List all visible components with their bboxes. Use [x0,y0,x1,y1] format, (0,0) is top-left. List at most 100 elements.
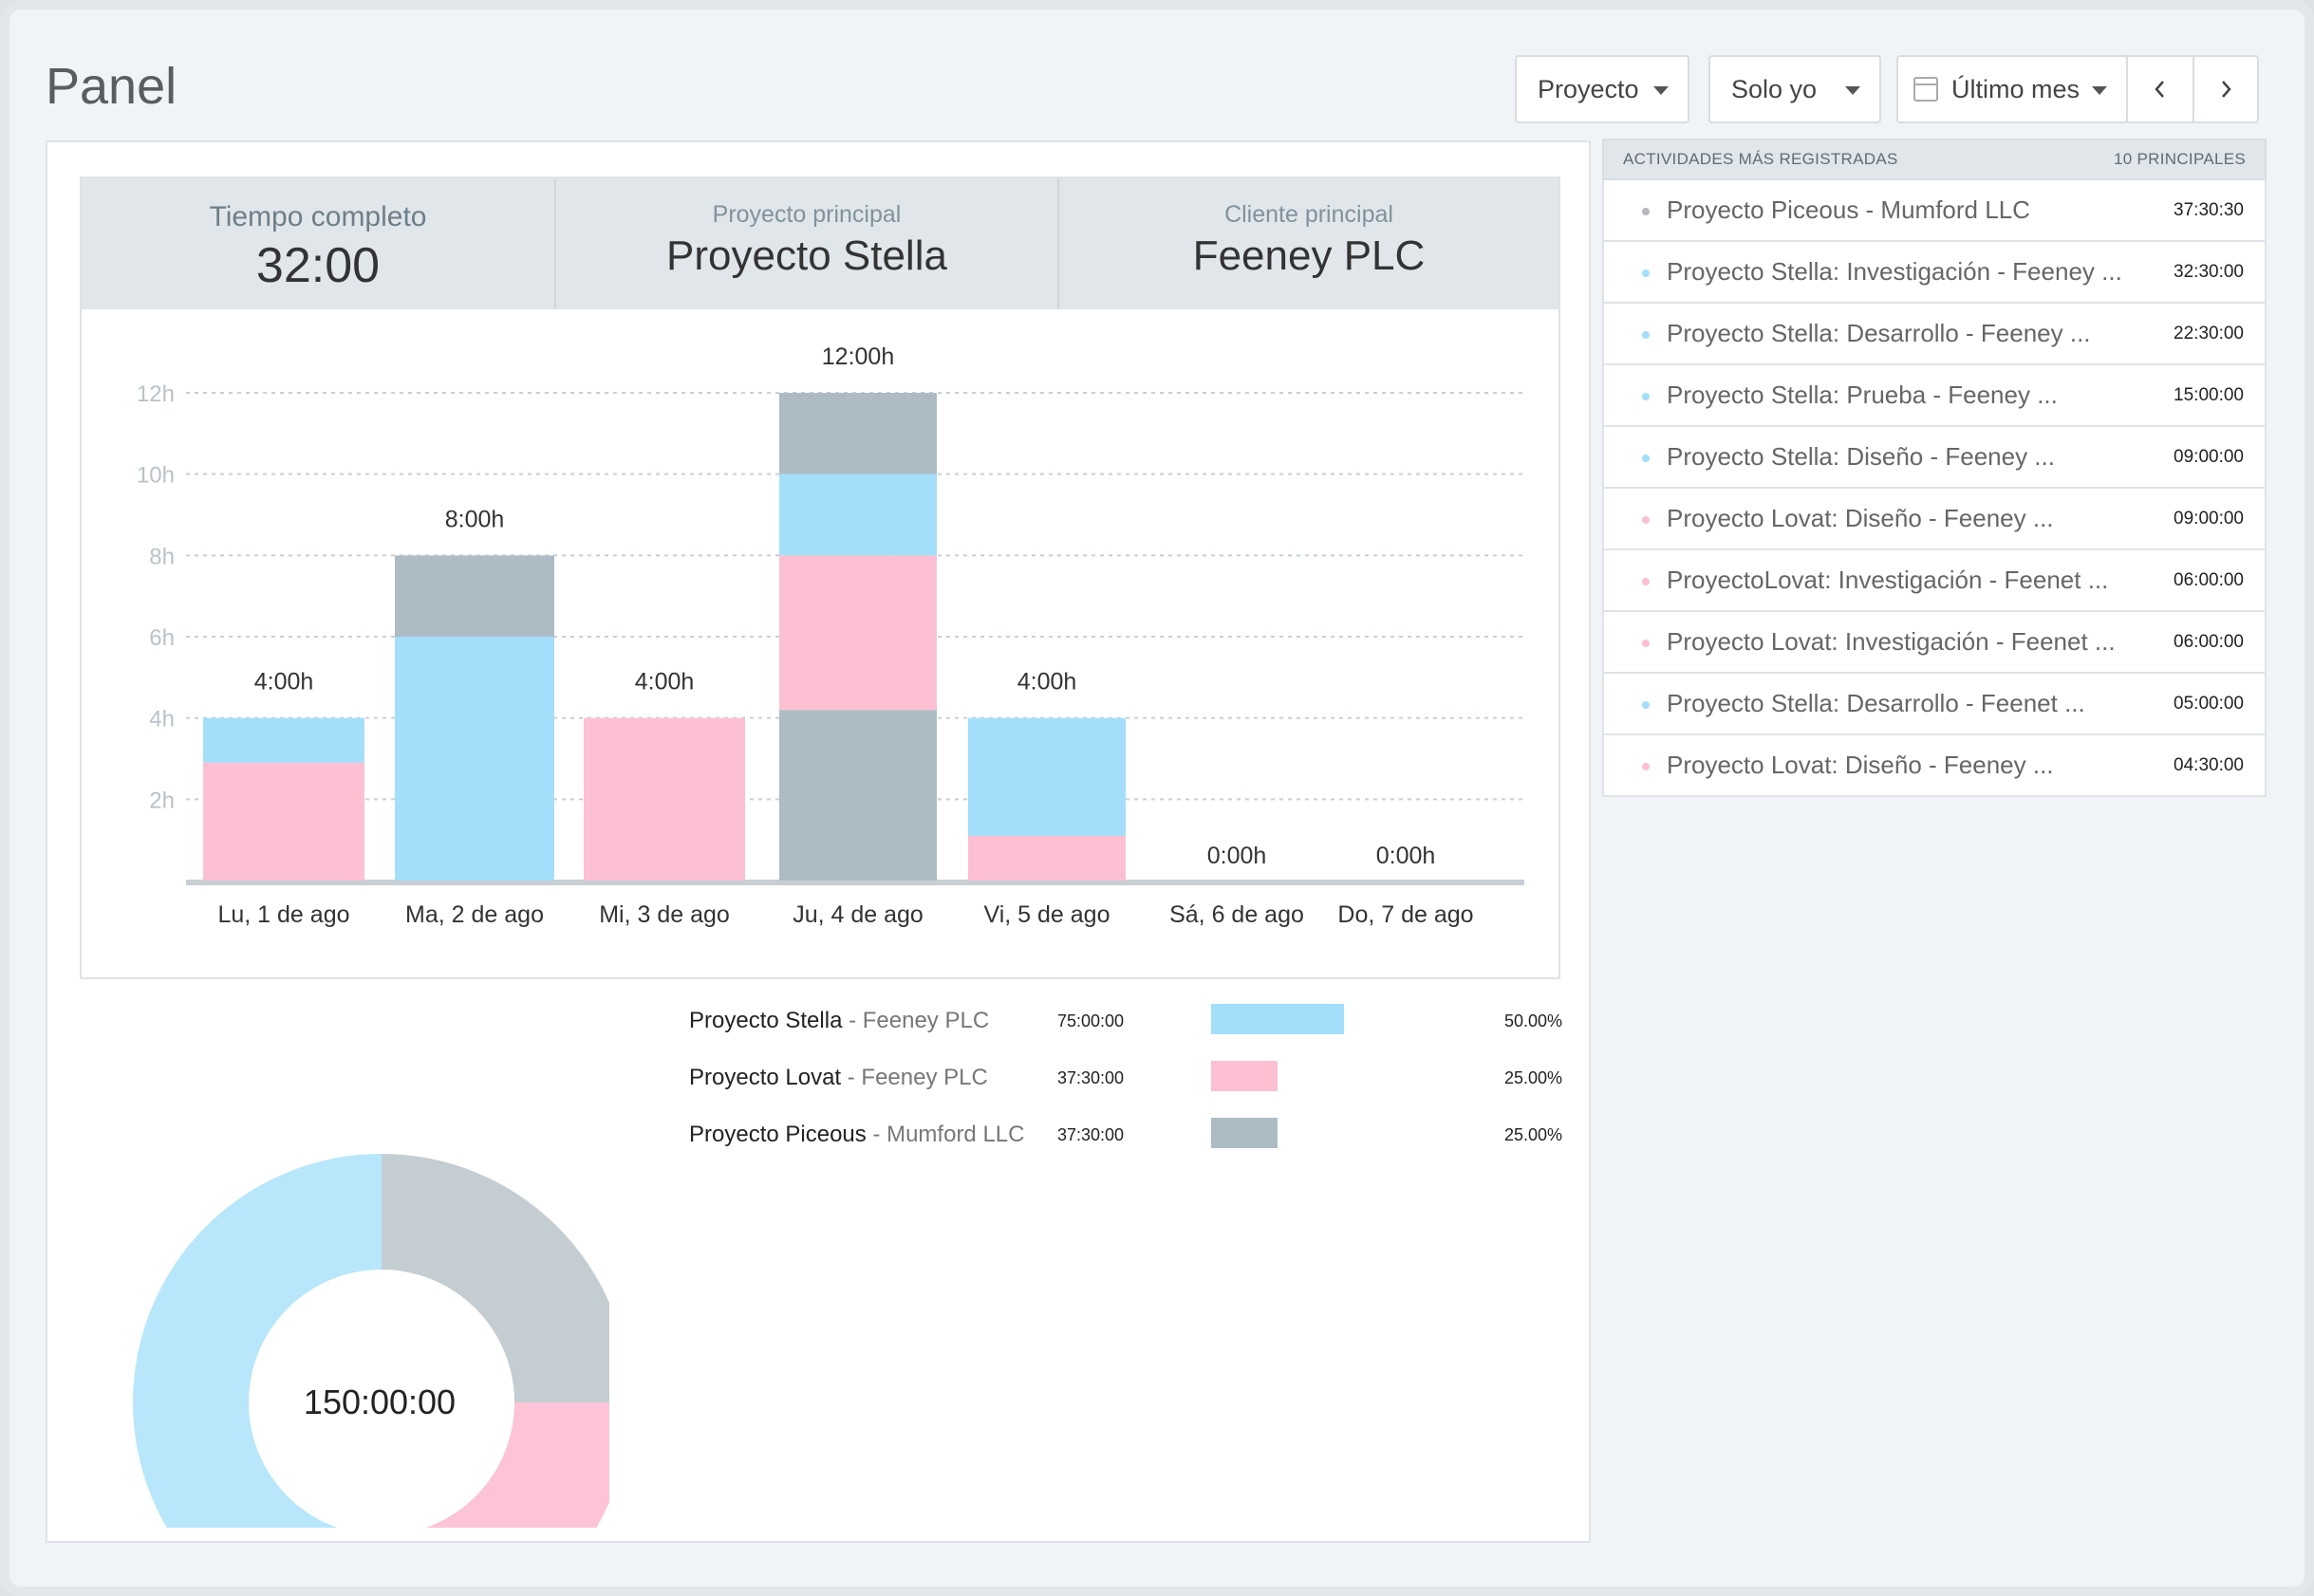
donut-total-label: 150:00:00 [304,1383,456,1421]
y-tick-label: 12h [137,381,175,407]
activity-row[interactable]: Proyecto Lovat: Diseño - Feeney ... 09:00… [1602,489,2267,550]
legend-client: - Mumford LLC [866,1122,1025,1147]
activity-name: Proyecto Lovat: Investigación - Feenet .… [1667,627,2116,656]
activity-row[interactable]: Proyecto Lovat: Diseño - Feeney ... 04:30… [1602,735,2267,797]
bar-segment [779,710,937,881]
legend-bar [1211,1004,1344,1034]
legend-time: 37:30:00 [1057,1068,1125,1087]
y-tick-label: 4h [149,707,175,733]
activity-row[interactable]: Proyecto Piceous - Mumford LLC 37:30:30 [1602,180,2267,242]
y-tick-label: 2h [149,788,175,813]
chart-panel: Tiempo completo 32:00 Proyecto principal… [80,176,1560,979]
x-tick-label: Ju, 4 de ago [793,901,924,928]
bar-segment [779,473,937,556]
page-title: Panel [46,58,177,115]
x-tick-label: Mi, 3 de ago [599,901,730,928]
user-filter-label: Solo yo [1731,74,1818,103]
x-tick-label: Ma, 2 de ago [405,901,544,928]
legend-project: Proyecto Lovat [689,1065,842,1090]
bar-segment [584,717,745,881]
legend-time: 37:30:00 [1057,1125,1125,1144]
project-filter-label: Proyecto [1538,74,1639,103]
activity-row[interactable]: Proyecto Stella: Investigación - Feeney … [1602,242,2267,304]
bar-total-label: 8:00h [445,506,505,532]
legend-bar [1211,1061,1278,1091]
bar-segment [395,637,554,881]
activities-list: Proyecto Piceous - Mumford LLC 37:30:30 Pr… [1602,180,2267,797]
donut-chart: 150:00:00 [133,1154,630,1596]
y-tick-label: 10h [137,463,175,489]
bar-segment [203,717,364,763]
activity-time: 06:00:00 [2174,569,2244,590]
activity-row[interactable]: Proyecto Stella: Desarrollo - Feenet ...… [1602,674,2267,735]
stat-client-value: Feeney PLC [1192,232,1426,279]
legend-row-lovat: Proyecto Lovat - Feeney PLC 37:30:00 25.… [689,1061,1562,1099]
project-filter-dropdown[interactable]: Proyecto [1515,55,1689,123]
activity-time: 05:00:00 [2174,693,2244,714]
stat-top-client: Cliente principal Feeney PLC [1059,178,1558,309]
legend-client: - Feeney PLC [842,1008,990,1033]
stat-total-value: 32:00 [255,238,381,293]
date-range-label: Último mes [1951,74,2081,103]
chevron-right-icon [2222,81,2231,98]
legend-row-piceous: Proyecto Piceous - Mumford LLC 37:30:00 … [689,1118,1562,1156]
user-filter-dropdown[interactable]: Solo yo [1708,55,1881,123]
activities-header: ACTIVIDADES MÁS REGISTRADAS 10 PRINCIPAL… [1602,139,2267,180]
legend-percent: 25.00% [1503,1125,1562,1144]
activity-dot-icon [1642,393,1650,400]
bar-segment [395,555,554,637]
prev-period-button[interactable] [2126,55,2194,123]
bar-segment [779,393,937,474]
date-range-dropdown[interactable]: Último mes [1896,55,2128,123]
y-tick-label: 8h [149,544,175,569]
activity-time: 15:00:00 [2174,384,2244,405]
activity-time: 32:30:00 [2174,261,2244,282]
stat-project-label: Proyecto principal [712,201,902,228]
activity-name: Proyecto Stella: Desarrollo - Feenet ... [1667,689,2085,717]
legend-bar [1211,1118,1278,1148]
activity-dot-icon [1642,640,1650,647]
activity-name: Proyecto Stella: Diseño - Feeney ... [1667,442,2055,471]
activity-dot-icon [1642,763,1650,770]
activity-time: 22:30:00 [2174,323,2244,343]
bar-segment [968,835,1126,881]
x-tick-label: Do, 7 de ago [1337,901,1473,928]
x-tick-label: Vi, 5 de ago [984,901,1110,928]
legend-client: - Feeney PLC [841,1065,988,1090]
activity-dot-icon [1642,455,1650,462]
activity-time: 09:00:00 [2174,508,2244,529]
activity-row[interactable]: Proyecto Stella: Desarrollo - Feeney ...… [1602,304,2267,365]
chevron-left-icon [2155,81,2164,98]
activity-dot-icon [1642,578,1650,585]
activities-title: ACTIVIDADES MÁS REGISTRADAS [1623,150,1898,168]
legend-project: Proyecto Stella [689,1008,843,1033]
legend-percent: 50.00% [1503,1011,1562,1030]
y-tick-label: 6h [149,625,175,651]
stat-total-label: Tiempo completo [209,201,427,232]
bar-total-label: 4:00h [635,669,695,696]
dashboard-card: Tiempo completo 32:00 Proyecto principal… [46,140,1591,1596]
activity-dot-icon [1642,269,1650,277]
caret-down-icon [1845,86,1860,95]
legend-percent: 25.00% [1503,1068,1562,1087]
stat-total-time: Tiempo completo 32:00 [82,178,556,309]
donut-slice [382,1154,630,1402]
legend-project: Proyecto Piceous [689,1122,867,1147]
activity-time: 06:00:00 [2174,631,2244,652]
donut-slice [133,1154,382,1596]
activity-row[interactable]: Proyecto Lovat: Investigación - Feenet .… [1602,612,2267,674]
bar-segment [779,555,937,711]
activity-row[interactable]: ProyectoLovat: Investigación - Feenet ..… [1602,550,2267,612]
activity-name: Proyecto Stella: Investigación - Feeney … [1667,257,2122,286]
bar-total-label: 4:00h [254,669,314,696]
next-period-button[interactable] [2193,55,2259,123]
activity-row[interactable]: Proyecto Stella: Diseño - Feeney ... 09:0… [1602,427,2267,489]
activity-row[interactable]: Proyecto Stella: Prueba - Feeney ... 15:0… [1602,365,2267,427]
stat-client-label: Cliente principal [1224,201,1393,228]
activity-name: Proyecto Lovat: Diseño - Feeney ... [1667,504,2054,532]
activity-name: Proyecto Lovat: Diseño - Feeney ... [1667,751,2054,779]
x-tick-label: Sá, 6 de ago [1169,901,1304,928]
summary-stats: Tiempo completo 32:00 Proyecto principal… [82,178,1558,309]
bar-total-label: 4:00h [1017,669,1077,696]
activity-name: Proyecto Stella: Desarrollo - Feeney ... [1667,319,2091,347]
